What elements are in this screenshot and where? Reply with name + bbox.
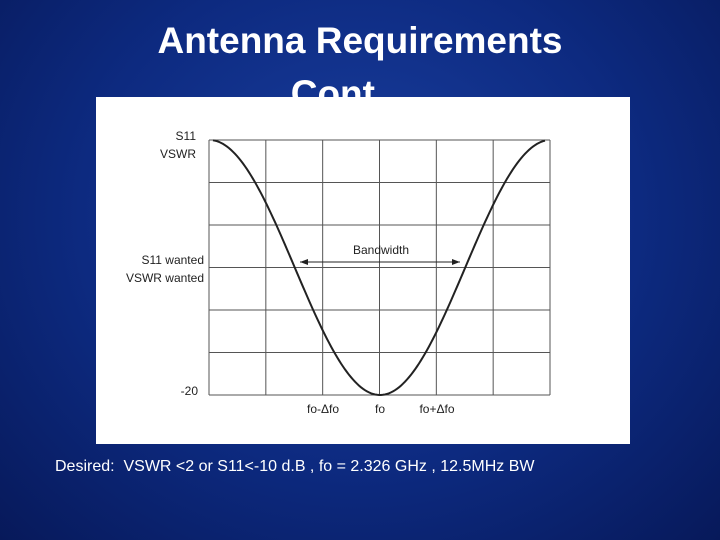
x-label: fo+Δfo bbox=[419, 402, 454, 416]
y-label: VSWR wanted bbox=[126, 271, 204, 285]
diagram-background bbox=[96, 97, 630, 444]
x-label: fo-Δfo bbox=[307, 402, 339, 416]
y-label: S11 bbox=[176, 129, 197, 143]
grid bbox=[208, 139, 551, 396]
footer-text: Desired: VSWR <2 or S11<-10 d.B , fo = 2… bbox=[55, 458, 535, 475]
bandwidth-label: Bandwidth bbox=[353, 243, 409, 257]
y-label: S11 wanted bbox=[142, 253, 205, 267]
s11-curve bbox=[212, 139, 546, 396]
title-line: Antenna Requirements bbox=[157, 20, 562, 61]
y-label: -20 bbox=[181, 384, 199, 398]
x-label: fo bbox=[375, 402, 385, 416]
y-label: VSWR bbox=[160, 147, 196, 161]
